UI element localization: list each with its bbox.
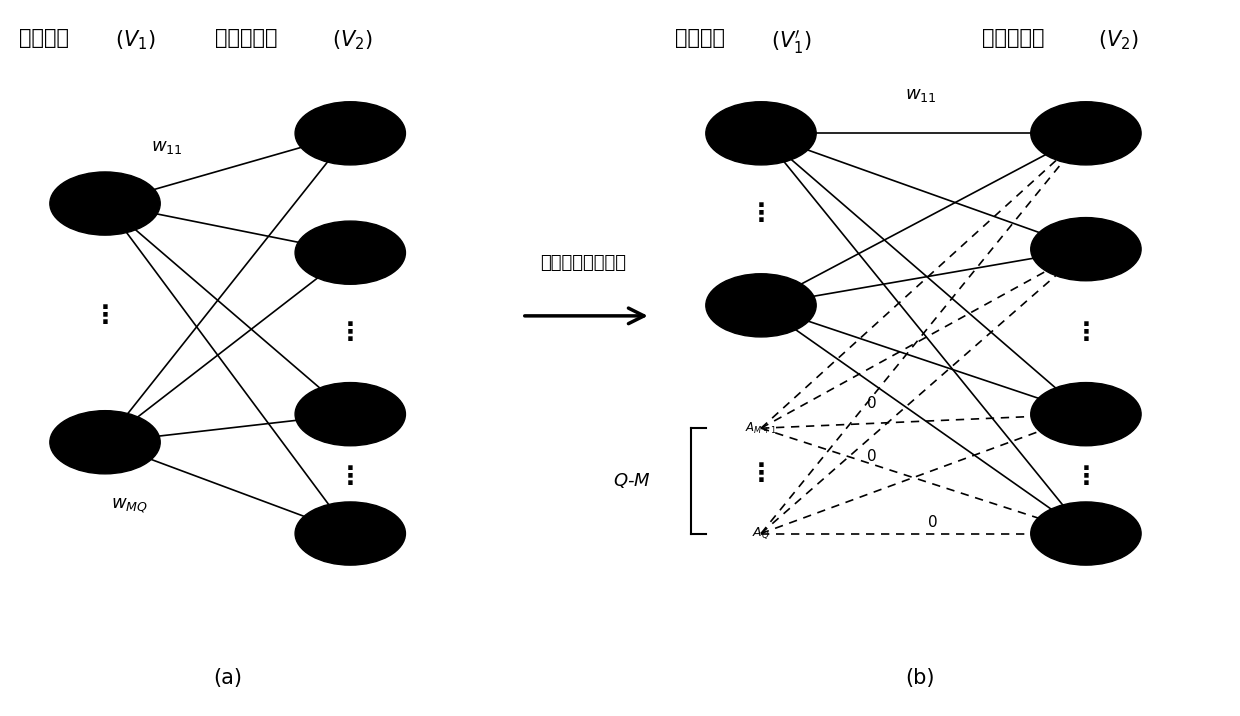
- Text: (a): (a): [213, 668, 242, 688]
- Text: ⋮: ⋮: [93, 304, 118, 328]
- Text: 可选网格点: 可选网格点: [982, 28, 1044, 48]
- Circle shape: [50, 411, 160, 474]
- Text: $(V_1')$: $(V_1')$: [771, 28, 811, 56]
- Circle shape: [1030, 502, 1141, 565]
- Text: (b): (b): [905, 668, 935, 688]
- Text: 0: 0: [867, 449, 877, 464]
- Text: ⋮: ⋮: [337, 465, 363, 489]
- Text: 可选网格点: 可选网格点: [216, 28, 278, 48]
- Text: $w_{MQ}$: $w_{MQ}$: [112, 496, 148, 515]
- Text: 0: 0: [928, 516, 937, 531]
- Circle shape: [295, 502, 405, 565]
- Text: $(V_2)$: $(V_2)$: [1099, 28, 1138, 52]
- Circle shape: [1030, 102, 1141, 165]
- Circle shape: [706, 102, 816, 165]
- Text: ⋮: ⋮: [749, 462, 774, 486]
- Text: $(V_2)$: $(V_2)$: [332, 28, 372, 52]
- Circle shape: [1030, 218, 1141, 281]
- Text: $A_{M+1}$: $A_{M+1}$: [745, 421, 777, 436]
- Text: ⋮: ⋮: [1074, 321, 1099, 345]
- Text: $w_{11}$: $w_{11}$: [905, 86, 936, 104]
- Text: 0: 0: [867, 396, 877, 411]
- Text: $w_{11}$: $w_{11}$: [150, 138, 182, 156]
- Circle shape: [1030, 382, 1141, 446]
- Text: $(V_1)$: $(V_1)$: [115, 28, 155, 52]
- Text: $A_Q$: $A_Q$: [753, 526, 770, 541]
- Text: 添加虚拟天线顶点: 添加虚拟天线顶点: [541, 254, 626, 272]
- Text: ⋮: ⋮: [749, 202, 774, 226]
- Circle shape: [295, 382, 405, 446]
- Circle shape: [50, 172, 160, 235]
- Text: 发射天线: 发射天线: [19, 28, 69, 48]
- Circle shape: [706, 274, 816, 337]
- Circle shape: [295, 102, 405, 165]
- Text: ⋮: ⋮: [1074, 465, 1099, 489]
- Text: ⋮: ⋮: [337, 321, 363, 345]
- Text: 发射天线: 发射天线: [675, 28, 725, 48]
- Circle shape: [295, 221, 405, 284]
- Text: $Q$-$M$: $Q$-$M$: [613, 471, 651, 490]
